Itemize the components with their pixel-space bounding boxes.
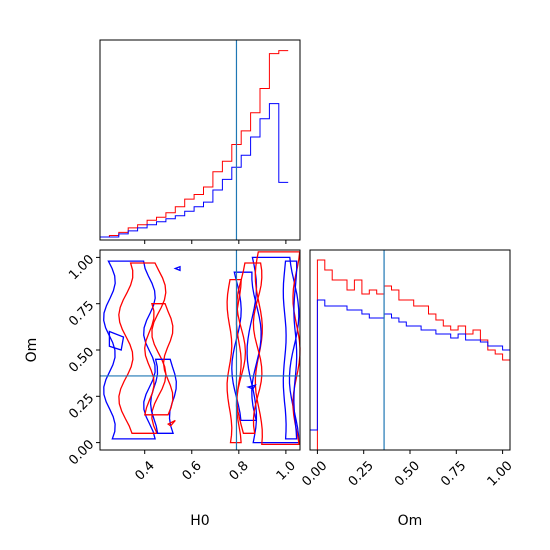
contour-blue-blob-2 xyxy=(149,358,177,434)
contour-red-island-2 xyxy=(226,278,242,444)
hist-h0-series-blue xyxy=(100,103,289,238)
contour-blue-edge xyxy=(282,260,298,440)
contour-blue-blob-1 xyxy=(103,260,156,440)
x-axis-label-om: Om xyxy=(398,513,423,529)
hist-h0-frame xyxy=(99,39,301,241)
contour-blue-ridge xyxy=(246,256,300,444)
contour-red-blob-1 xyxy=(118,262,167,434)
contour-blue-dot-2 xyxy=(246,384,257,390)
contour-blue-dot-1 xyxy=(173,265,181,272)
hist-om-series-blue xyxy=(310,299,511,431)
hist-om-series-red xyxy=(310,259,511,451)
hist-h0-series-red xyxy=(100,50,289,238)
contour-blue-blob-3 xyxy=(108,330,125,351)
hist-h0-panel xyxy=(99,39,301,244)
contour-red-island-1 xyxy=(236,262,263,434)
contour-red-dot-1 xyxy=(166,419,176,427)
y-axis-label-om: Om xyxy=(24,338,40,363)
x-axis-label-h0: H0 xyxy=(190,513,209,529)
